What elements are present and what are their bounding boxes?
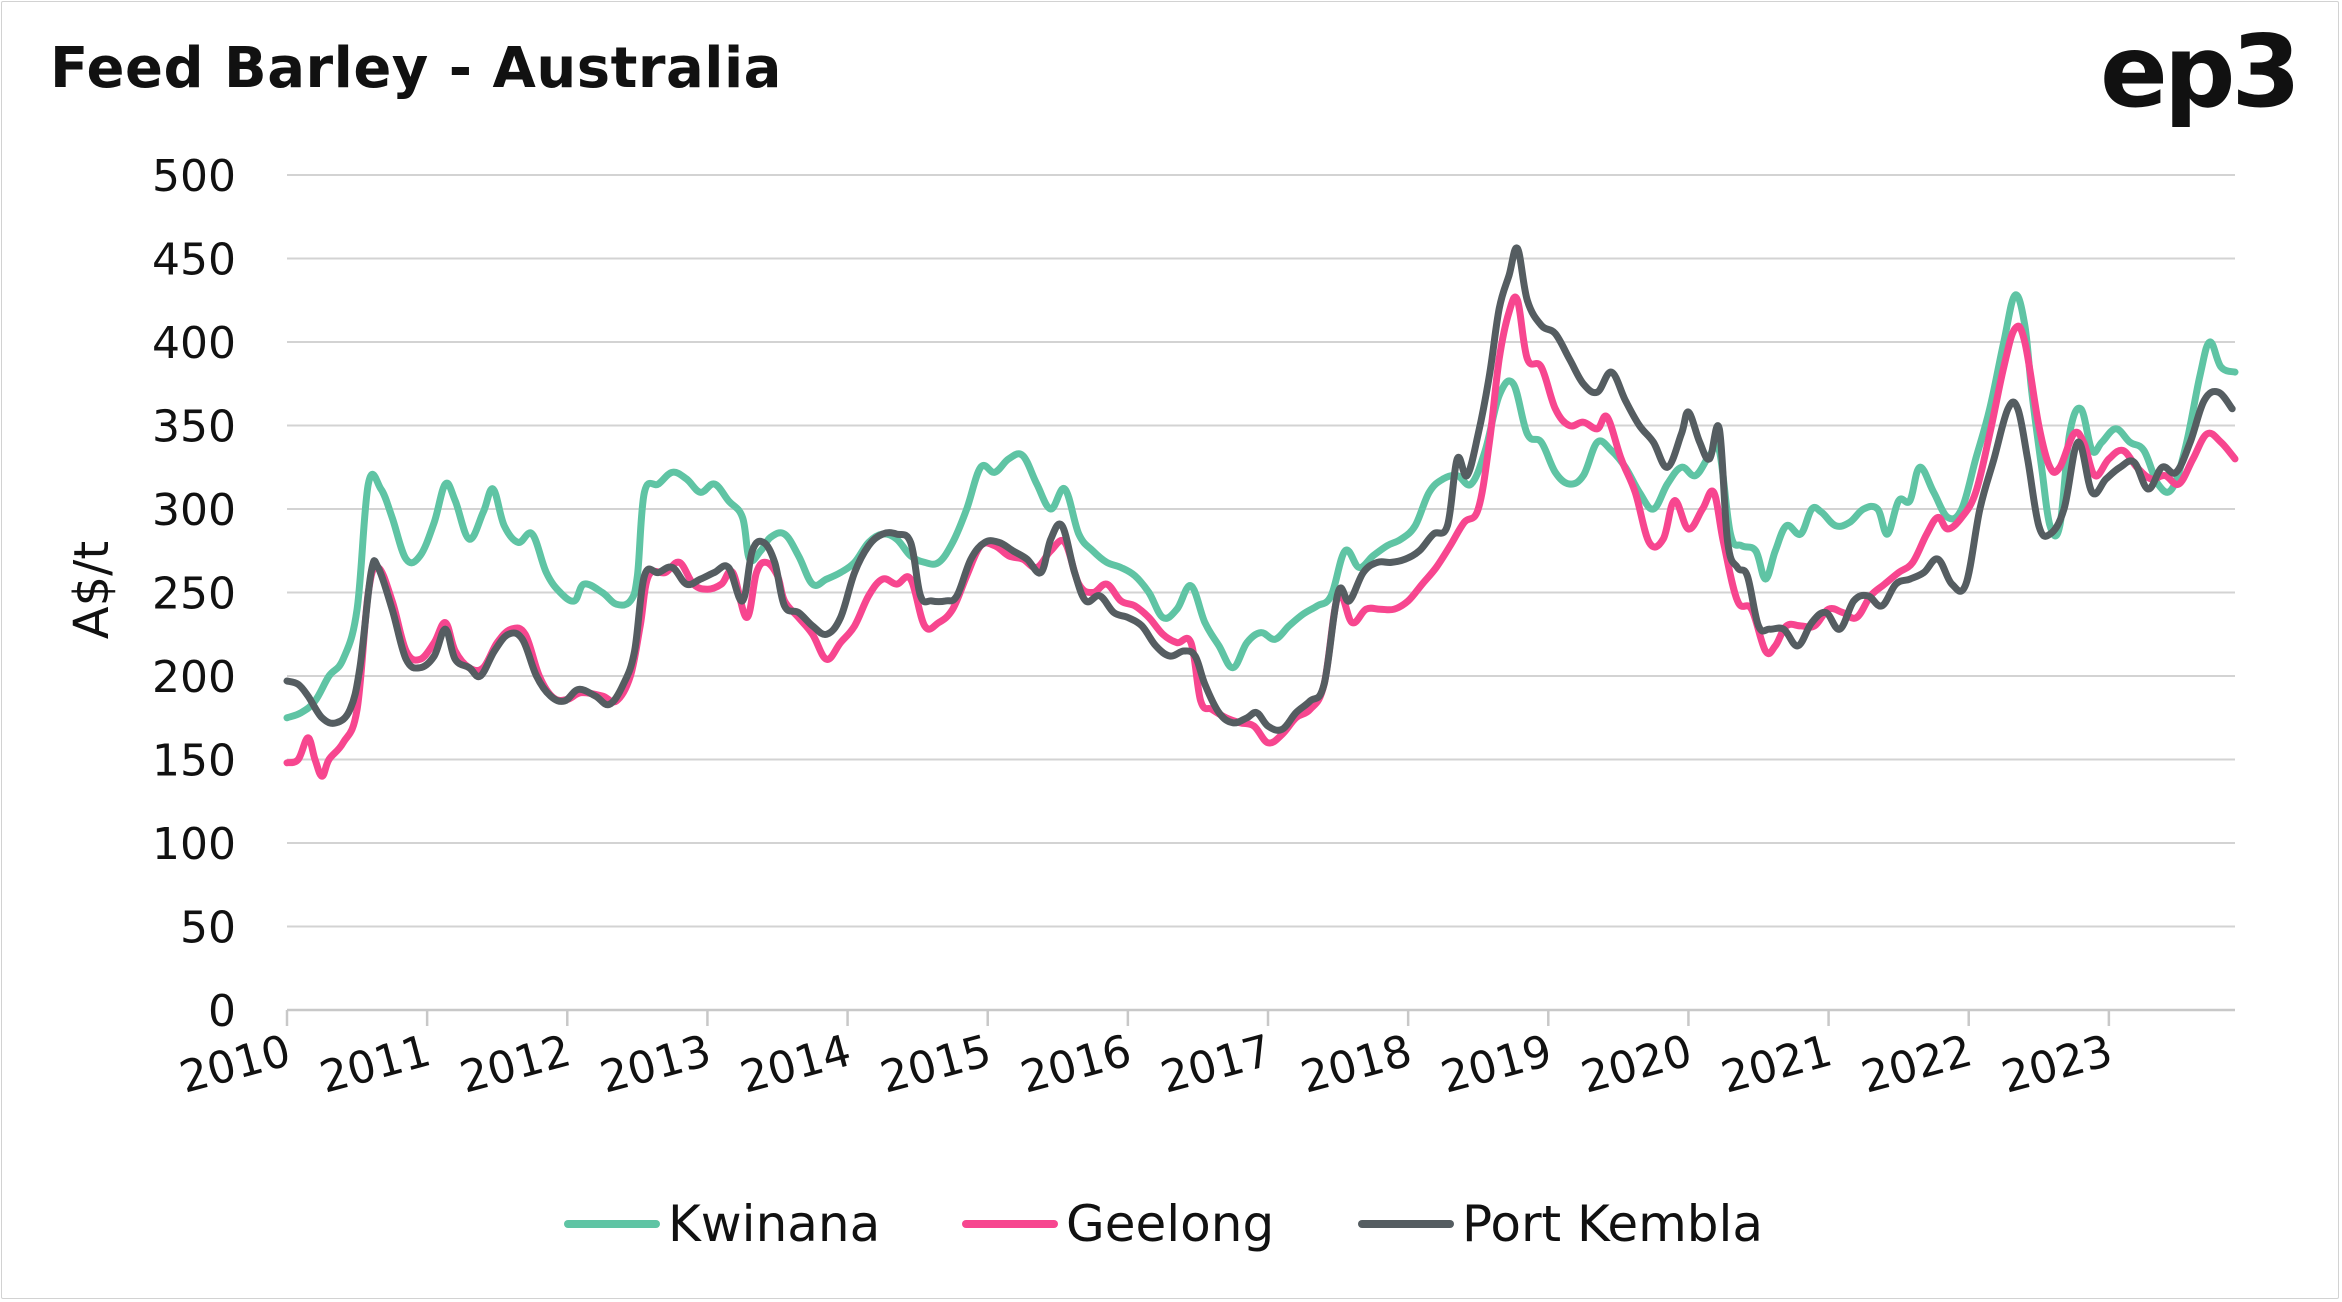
y-tick-label: 150 [152, 736, 236, 787]
x-tick-label: 2012 [455, 1025, 576, 1103]
y-tick-label: 500 [152, 151, 236, 202]
x-tick-label: 2014 [735, 1025, 856, 1103]
series-line-geelong [283, 293, 2239, 780]
y-tick-label: 50 [180, 903, 236, 954]
x-tick-label: 2016 [1015, 1025, 1136, 1103]
y-tick-label: 0 [208, 986, 236, 1037]
x-tick-label: 2020 [1576, 1025, 1697, 1103]
x-tick-label: 2019 [1436, 1025, 1557, 1103]
x-tick-label: 2013 [595, 1025, 716, 1103]
x-tick-label: 2015 [875, 1025, 996, 1103]
y-tick-labels: 0 50 100 150 200 250 300 350 400 450 500 [152, 151, 236, 1037]
y-tick-label: 100 [152, 819, 236, 870]
y-tick-label: 450 [152, 235, 236, 286]
legend-label-port-kembla: Port Kembla [1462, 1195, 1763, 1253]
y-tick-label: 250 [152, 569, 236, 620]
x-tick-label: 2021 [1716, 1025, 1837, 1103]
x-tick-label: 2010 [174, 1025, 295, 1103]
x-tick-label: 2023 [1996, 1025, 2117, 1103]
legend-label-geelong: Geelong [1066, 1195, 1274, 1253]
x-tick-labels: 2010 2011 2012 2013 2014 2015 2016 2017 2018 2019… [174, 1025, 2117, 1103]
y-axis-title: A$/t [64, 541, 120, 639]
series-lines [283, 244, 2239, 780]
series-line-port-kembla [283, 244, 2236, 734]
chart-title: Feed Barley - Australia [50, 36, 782, 101]
x-tick-label: 2018 [1296, 1025, 1417, 1103]
y-tick-label: 350 [152, 402, 236, 453]
x-axis [285, 1008, 2235, 1026]
y-tick-label: 200 [152, 652, 236, 703]
x-tick-label: 2017 [1155, 1025, 1276, 1103]
legend: Kwinana Geelong Port Kembla [564, 1195, 1763, 1253]
legend-label-kwinana: Kwinana [668, 1195, 880, 1253]
y-tick-label: 400 [152, 318, 236, 369]
y-tick-label: 300 [152, 485, 236, 536]
series-line-kwinana [283, 291, 2239, 722]
x-tick-label: 2022 [1856, 1025, 1977, 1103]
ep3-logo: ep3 [2100, 13, 2301, 130]
x-tick-label: 2011 [315, 1025, 436, 1103]
gridlines [287, 174, 2235, 928]
